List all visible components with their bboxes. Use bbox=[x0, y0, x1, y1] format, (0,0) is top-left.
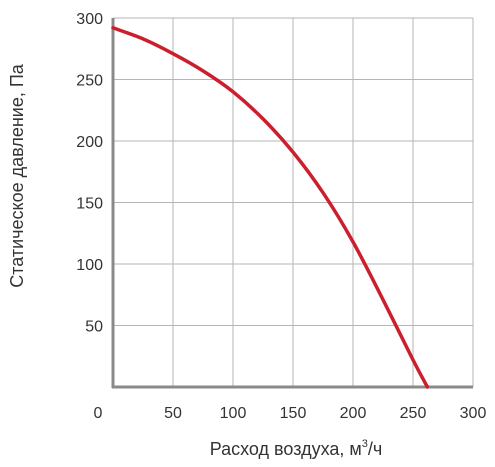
grid bbox=[113, 17, 474, 387]
x-tick-label-50: 50 bbox=[164, 405, 182, 422]
x-tick-label-0: 0 bbox=[94, 405, 103, 422]
x-tick-label-300: 300 bbox=[460, 405, 487, 422]
x-tick-label-100: 100 bbox=[220, 405, 247, 422]
x-tick-label-150: 150 bbox=[280, 405, 307, 422]
y-tick-label-150: 150 bbox=[76, 196, 103, 213]
series-line-0 bbox=[111, 26, 430, 389]
tick-labels: 0 50 100 150 200 250 300 50 100 150 200 250 300 bbox=[76, 11, 486, 422]
x-tick-label-200: 200 bbox=[340, 405, 367, 422]
y-axis-label: Статическое давление, Па bbox=[7, 63, 27, 288]
x-axis-label: Расход воздуха, м3/ч bbox=[210, 438, 383, 459]
series-group bbox=[111, 26, 430, 389]
y-tick-label-100: 100 bbox=[76, 257, 103, 274]
y-tick-label-50: 50 bbox=[85, 319, 103, 336]
y-tick-label-200: 200 bbox=[76, 134, 103, 151]
x-axis-label-superscript: 3 bbox=[362, 438, 368, 450]
y-tick-label-300: 300 bbox=[76, 11, 103, 28]
y-tick-label-250: 250 bbox=[76, 73, 103, 90]
axes bbox=[111, 18, 473, 389]
x-tick-label-250: 250 bbox=[400, 405, 427, 422]
